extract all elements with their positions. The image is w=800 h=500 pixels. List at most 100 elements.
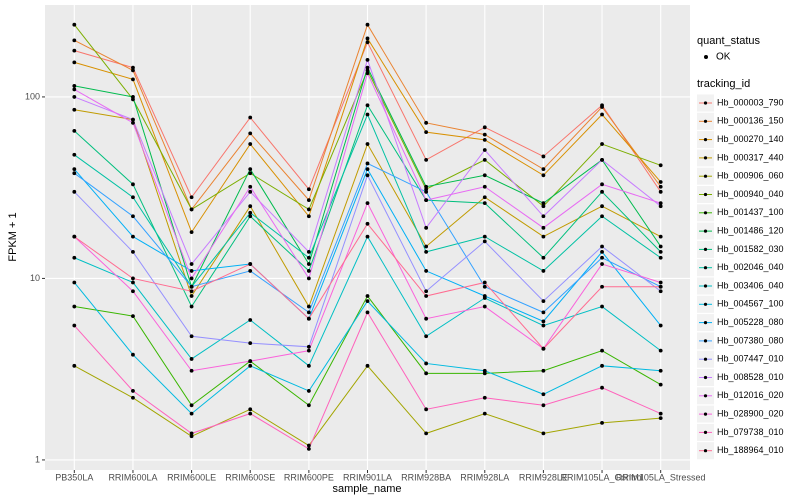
data-point xyxy=(365,363,370,368)
legend-label: Hb_003406_040 xyxy=(717,280,784,290)
data-point xyxy=(306,250,311,254)
data-point xyxy=(600,250,604,254)
data-point xyxy=(72,48,77,53)
legend-key-point xyxy=(703,339,708,343)
legend-label: Hb_007380_080 xyxy=(717,335,784,345)
data-point xyxy=(189,284,194,289)
x-tick-label: RRIM600LA xyxy=(108,472,157,482)
data-point xyxy=(600,214,604,219)
legend-key-point xyxy=(703,229,708,233)
data-point xyxy=(365,299,370,304)
data-point xyxy=(424,361,429,366)
data-point xyxy=(600,255,604,260)
data-point xyxy=(131,95,135,99)
data-point xyxy=(306,363,311,368)
legend-label: Hb_001582_030 xyxy=(717,244,784,254)
data-point xyxy=(600,105,604,109)
data-point xyxy=(131,289,135,294)
data-point xyxy=(189,403,194,408)
data-point xyxy=(365,71,370,76)
x-tick-label: RRIM600LE xyxy=(167,472,216,482)
data-point xyxy=(482,304,487,309)
data-point xyxy=(365,167,370,172)
legend-key-point xyxy=(703,156,708,160)
legend-label: Hb_000906_060 xyxy=(717,171,784,181)
data-point xyxy=(658,382,663,387)
data-point xyxy=(658,416,663,420)
data-point xyxy=(482,157,487,162)
x-tick-label: RRIM928LE xyxy=(519,472,568,482)
data-point xyxy=(189,294,194,298)
data-point xyxy=(72,255,77,260)
data-point xyxy=(541,368,546,373)
data-point xyxy=(189,195,194,200)
data-point xyxy=(189,269,194,273)
x-tick-label: RRIM928BA xyxy=(401,472,451,482)
data-point xyxy=(365,294,370,298)
data-point xyxy=(306,316,311,321)
legend-label: Hb_002046_040 xyxy=(717,262,784,272)
data-point xyxy=(131,250,135,254)
data-point xyxy=(306,187,311,192)
data-point xyxy=(365,57,370,62)
data-point xyxy=(72,152,77,157)
data-point xyxy=(600,385,604,390)
data-point xyxy=(306,255,311,260)
data-point xyxy=(541,201,546,206)
data-point xyxy=(482,294,487,298)
data-point xyxy=(306,403,311,408)
data-point xyxy=(482,411,487,416)
data-point xyxy=(365,40,370,45)
legend-key-point xyxy=(703,211,708,215)
legend-key-point xyxy=(703,394,708,398)
data-point xyxy=(189,304,194,309)
data-point xyxy=(424,294,429,298)
data-point xyxy=(658,163,663,168)
data-point xyxy=(600,189,604,194)
data-point xyxy=(600,284,604,289)
data-point xyxy=(72,234,77,239)
legend-key-point xyxy=(703,302,708,306)
data-point xyxy=(541,255,546,260)
data-point xyxy=(248,204,253,209)
data-point xyxy=(365,65,370,70)
data-point xyxy=(658,411,663,416)
legend-key-point xyxy=(703,449,708,453)
data-point xyxy=(72,323,77,328)
point-legend-key xyxy=(704,55,708,59)
data-point xyxy=(600,157,604,162)
data-point xyxy=(189,207,194,212)
legend-key-point xyxy=(703,430,708,434)
data-point xyxy=(541,310,546,315)
data-point xyxy=(306,304,311,309)
data-point xyxy=(424,130,429,135)
legend-title: tracking_id xyxy=(697,78,750,90)
y-tick-label: 100 xyxy=(25,91,40,101)
data-point xyxy=(189,289,194,294)
data-point xyxy=(365,22,370,27)
legend-label: Hb_000270_140 xyxy=(717,134,784,144)
data-point xyxy=(248,262,253,266)
data-point xyxy=(541,204,546,209)
data-point xyxy=(248,363,253,368)
data-point xyxy=(131,352,135,357)
data-point xyxy=(72,60,77,65)
data-point xyxy=(658,289,663,294)
data-point xyxy=(482,137,487,142)
legend-label: Hb_000940_040 xyxy=(717,189,784,199)
data-point xyxy=(248,269,253,273)
data-point xyxy=(72,304,77,309)
data-point xyxy=(131,195,135,200)
data-point xyxy=(248,184,253,189)
legend-label: Hb_079738_010 xyxy=(717,427,784,437)
data-point xyxy=(189,276,194,281)
data-point xyxy=(600,304,604,309)
data-point xyxy=(306,269,311,273)
data-point xyxy=(306,344,311,349)
data-point xyxy=(424,189,429,194)
data-point xyxy=(306,262,311,266)
data-point xyxy=(482,125,487,130)
data-point xyxy=(365,310,370,315)
data-point xyxy=(306,443,311,448)
